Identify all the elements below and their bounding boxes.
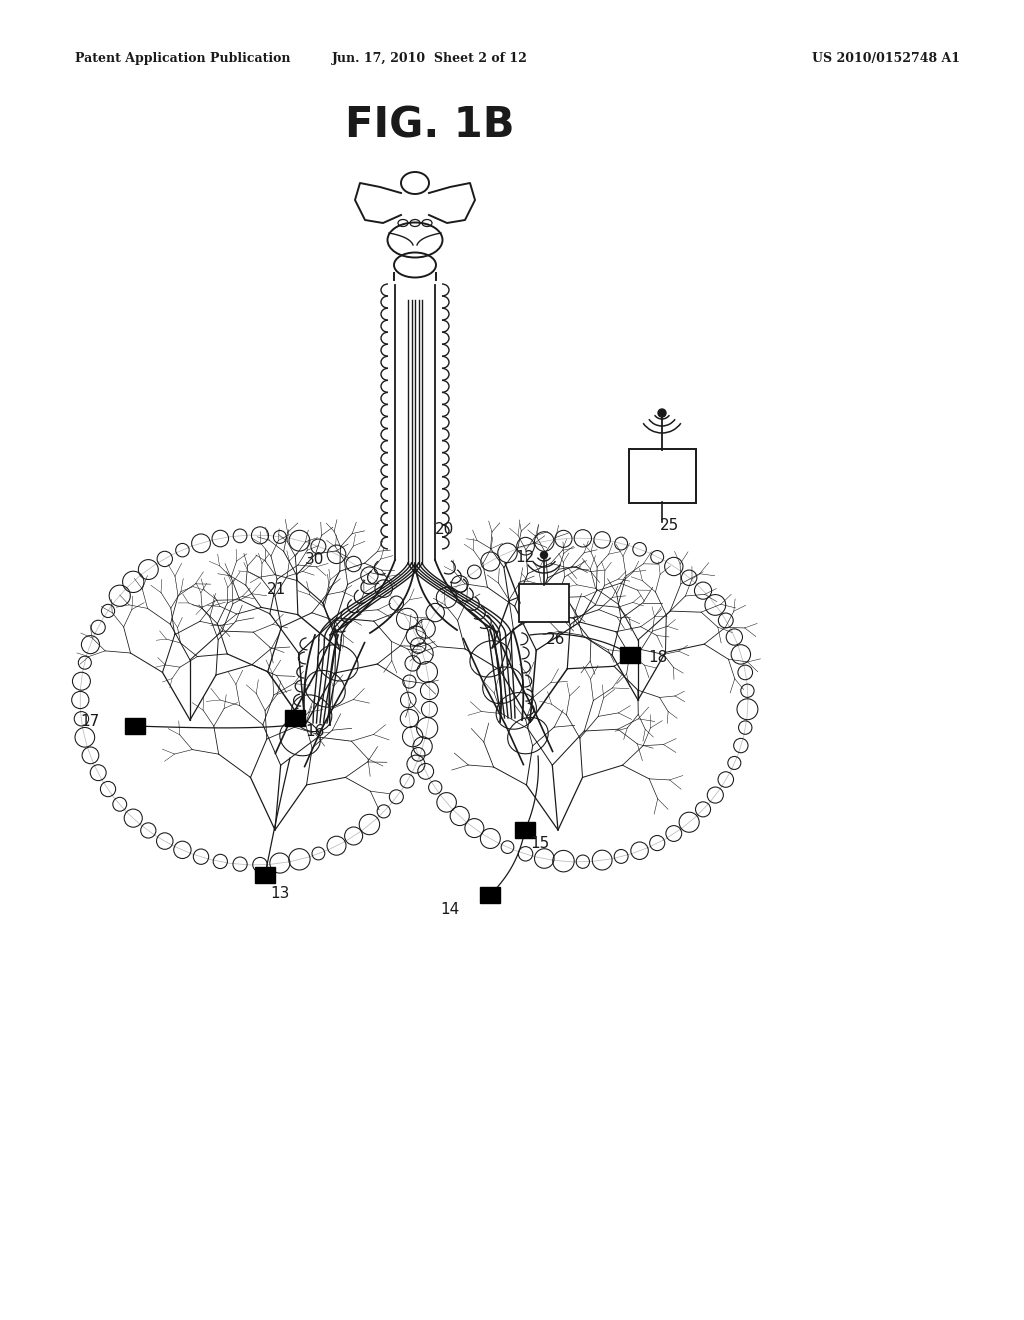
FancyBboxPatch shape: [480, 887, 500, 903]
Text: 25: 25: [660, 517, 679, 532]
Text: 16: 16: [305, 725, 325, 739]
Text: Jun. 17, 2010  Sheet 2 of 12: Jun. 17, 2010 Sheet 2 of 12: [332, 51, 528, 65]
Circle shape: [658, 409, 666, 417]
Text: 17: 17: [80, 714, 99, 730]
Text: 18: 18: [648, 651, 668, 665]
FancyBboxPatch shape: [285, 710, 305, 726]
Text: 26: 26: [546, 632, 565, 648]
FancyBboxPatch shape: [629, 449, 696, 503]
Text: 15: 15: [530, 836, 549, 850]
FancyBboxPatch shape: [620, 647, 640, 663]
Text: Patent Application Publication: Patent Application Publication: [75, 51, 291, 65]
Text: 13: 13: [270, 886, 290, 900]
FancyBboxPatch shape: [515, 822, 535, 838]
FancyBboxPatch shape: [125, 718, 145, 734]
Text: 14: 14: [440, 903, 459, 917]
Text: 12: 12: [515, 550, 535, 565]
Text: 20: 20: [435, 523, 455, 537]
Text: US 2010/0152748 A1: US 2010/0152748 A1: [812, 51, 961, 65]
FancyBboxPatch shape: [519, 583, 569, 622]
Circle shape: [541, 552, 548, 558]
Text: FIG. 1B: FIG. 1B: [345, 106, 515, 147]
FancyBboxPatch shape: [255, 867, 275, 883]
Text: 21: 21: [267, 582, 287, 598]
Text: 30: 30: [305, 553, 325, 568]
